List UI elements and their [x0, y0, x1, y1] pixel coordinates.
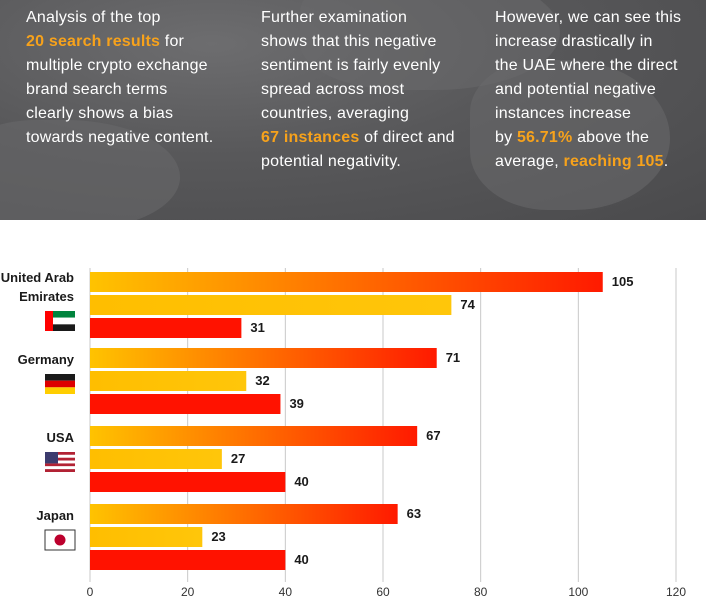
country-label: Germany: [18, 352, 75, 367]
total-bar: [90, 504, 398, 524]
flag-canton: [45, 452, 58, 464]
data-label: 40: [294, 474, 308, 489]
potential-bar: [90, 371, 247, 391]
banner-text: multiple crypto exchange: [26, 57, 208, 74]
banner-text: average,: [495, 153, 564, 170]
total-bar: [90, 426, 418, 446]
flag-stripe: [45, 311, 53, 331]
x-tick-label: 40: [279, 585, 293, 599]
germany-flag-icon: [45, 374, 75, 394]
flag-stripe: [45, 380, 75, 388]
data-label: 74: [460, 297, 475, 312]
data-label: 27: [231, 451, 245, 466]
direct-bar: [90, 394, 281, 414]
data-label: 63: [407, 506, 421, 521]
data-label: 71: [446, 350, 460, 365]
total-bar: [90, 348, 437, 368]
banner-text: shows that this negative: [261, 33, 437, 50]
direct-bar: [90, 550, 286, 570]
banner-text: Further examination: [261, 9, 408, 26]
banner-text-col1: Analysis of the top 20 search results fo…: [26, 6, 246, 150]
highlight-text: reaching 105: [563, 153, 664, 170]
x-tick-label: 0: [87, 585, 94, 599]
direct-bar: [90, 472, 286, 492]
data-label: 31: [250, 320, 264, 335]
flag-stripe: [45, 469, 75, 472]
bar-chart: 105 74 31 71 32 39 67 27 40 63 23 40 United Arab Emi…: [1, 268, 686, 599]
flag-disc: [54, 534, 66, 546]
flag-stripe: [45, 454, 75, 458]
banner-text: the UAE where the direct: [495, 57, 678, 74]
usa-flag-icon: [45, 452, 75, 472]
banner-text: potential negativity.: [261, 153, 401, 170]
highlight-text: 67 instances: [261, 129, 360, 146]
data-label: 105: [612, 274, 634, 289]
japan-flag-icon: [44, 529, 76, 551]
banner-text: countries, averaging: [261, 105, 410, 122]
banner-text: of direct and: [359, 129, 455, 146]
banner-text: sentiment is fairly evenly: [261, 57, 441, 74]
banner-text: by: [495, 129, 517, 146]
banner-text: towards negative content.: [26, 129, 214, 146]
banner-text: and potential negative: [495, 81, 656, 98]
potential-bar: [90, 527, 203, 547]
country-label: USA: [47, 430, 75, 445]
map-background: [470, 60, 670, 210]
banner-text: clearly shows a bias: [26, 105, 174, 122]
data-label: 23: [211, 529, 225, 544]
data-label: 40: [294, 552, 308, 567]
flag-stripe: [45, 311, 75, 318]
potential-bar: [90, 295, 452, 315]
country-label: Japan: [36, 508, 74, 523]
flag-stripe: [45, 452, 75, 455]
flag-stripe: [45, 463, 75, 467]
banner-text: above the: [572, 129, 650, 146]
banner-text: However, we can see this: [495, 9, 682, 26]
highlight-text: 20 search results: [26, 33, 161, 50]
country-label: United Arab: [1, 270, 74, 285]
banner-text: .: [663, 153, 669, 170]
data-label: 67: [426, 428, 440, 443]
flag-stripe: [45, 387, 75, 394]
banner-text: instances increase: [495, 105, 632, 122]
banner-text: increase drastically in: [495, 33, 653, 50]
direct-bar: [90, 318, 242, 338]
banner-text: for: [160, 33, 185, 50]
flag-stripe: [45, 466, 75, 470]
banner-text: Analysis of the top: [26, 9, 161, 26]
banner-text: spread across most: [261, 81, 405, 98]
x-tick-label: 20: [181, 585, 195, 599]
uae-flag-icon: [45, 311, 75, 331]
potential-bar: [90, 449, 222, 469]
data-label: 39: [289, 396, 303, 411]
country-label: Emirates: [19, 289, 74, 304]
flag-stripe: [45, 317, 75, 325]
flag-stripe: [45, 460, 75, 464]
highlight-text: 56.71%: [516, 129, 573, 146]
data-label: 32: [255, 373, 269, 388]
banner-text: brand search terms: [26, 81, 168, 98]
x-tick-label: 100: [568, 585, 588, 599]
banner-text-col3: However, we can see this increase drastic…: [495, 6, 705, 174]
flag-stripe: [45, 374, 75, 381]
banner-text-col2: Further examination shows that this negat…: [261, 6, 481, 174]
banner: Analysis of the top 20 search results fo…: [0, 0, 706, 220]
x-tick-label: 80: [474, 585, 488, 599]
total-bar: [90, 272, 603, 292]
flag-stripe: [45, 324, 75, 331]
x-tick-label: 120: [666, 585, 686, 599]
flag-stripe: [45, 457, 75, 461]
x-tick-label: 60: [376, 585, 390, 599]
